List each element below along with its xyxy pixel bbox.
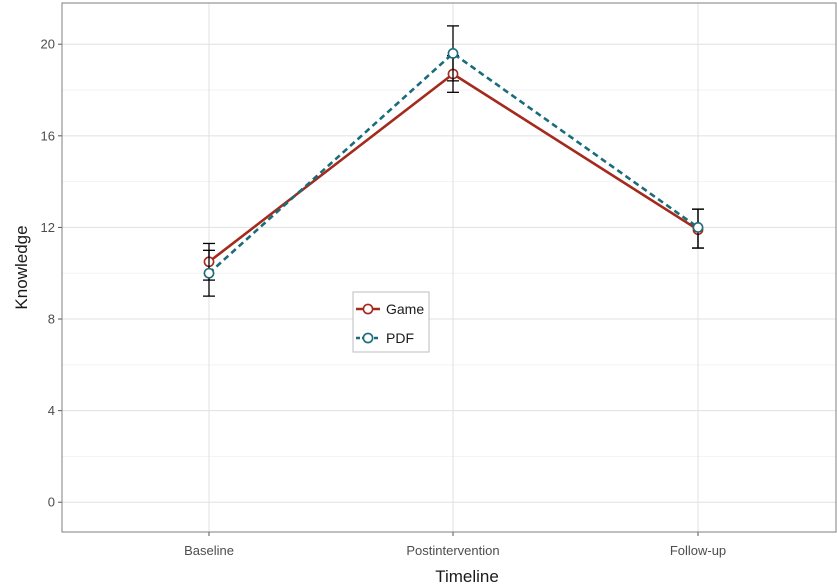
series-pdf <box>203 25 704 297</box>
x-tick-label: Follow-up <box>670 543 726 558</box>
legend-key-point <box>362 332 374 344</box>
series-layer <box>203 25 704 297</box>
x-axis-title: Timeline <box>435 567 499 586</box>
legend-label: Game <box>386 301 424 317</box>
y-tick-label: 0 <box>48 495 55 510</box>
legend-box <box>352 291 430 353</box>
data-point <box>447 47 459 59</box>
y-tick-label: 12 <box>41 220 55 235</box>
y-axis-ticks: 0 4 8 12 16 20 <box>41 37 62 510</box>
legend-label: PDF <box>386 330 414 346</box>
plot-panel-border <box>61 2 837 533</box>
y-tick-label: 20 <box>41 37 55 52</box>
y-tick-label: 4 <box>48 403 55 418</box>
y-axis-title: Knowledge <box>12 225 31 309</box>
plot-panel <box>62 3 836 532</box>
x-tick-label: Baseline <box>184 543 234 558</box>
legend-key-point <box>362 303 374 315</box>
x-tick-label: Postintervention <box>406 543 499 558</box>
data-point <box>692 222 704 233</box>
y-tick-label: 16 <box>41 128 55 143</box>
x-axis-ticks: Baseline Postintervention Follow-up <box>184 532 726 558</box>
y-tick-label: 8 <box>48 312 55 327</box>
data-point <box>203 267 215 279</box>
legend: Game PDF <box>352 291 430 353</box>
grid-lines <box>62 3 836 532</box>
